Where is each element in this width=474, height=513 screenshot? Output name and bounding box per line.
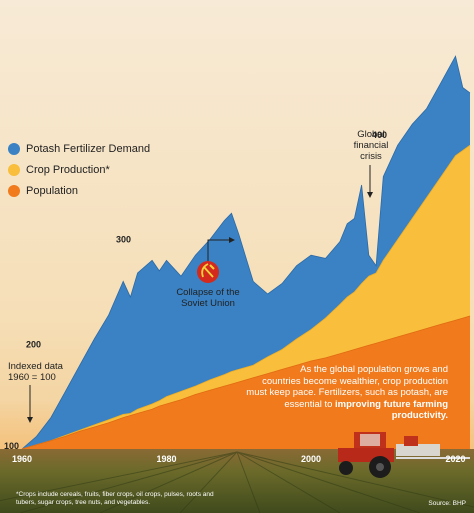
- y-tick-label: 100: [4, 441, 19, 451]
- crisis-line2: financial: [353, 140, 389, 151]
- indexed-line1: Indexed data: [8, 361, 63, 372]
- x-tick-label: 1960: [12, 454, 32, 464]
- legend-item-crop: Crop Production*: [8, 159, 150, 180]
- y-axis-ticks: 100 200 300 400: [4, 130, 387, 451]
- legend-swatch-potash: [8, 142, 20, 155]
- line-crop: [21, 144, 471, 450]
- legend-swatch-crop: [8, 163, 20, 176]
- line-potash: [21, 55, 471, 450]
- crisis-arrowhead: [367, 192, 373, 198]
- callout-line4: essential to improving future farming pr…: [228, 399, 448, 422]
- y-tick-label: 200: [26, 339, 41, 349]
- field-rows: [0, 451, 474, 513]
- soviet-annotation: Collapse of the Soviet Union: [168, 287, 248, 309]
- soviet-arrowhead: [229, 237, 235, 243]
- callout-line4-bold: improving future farming productivity.: [335, 398, 448, 422]
- crisis-line3: crisis: [360, 151, 382, 162]
- legend-item-potash: Potash Fertilizer Demand: [8, 138, 150, 159]
- callout-line4-prefix: essential to: [284, 398, 336, 410]
- line-population: [21, 315, 471, 450]
- indexed-line2: 1960 = 100: [8, 372, 56, 383]
- hammer-sickle-icon: [197, 261, 219, 283]
- tractor-image: [338, 432, 470, 478]
- soviet-line1: Collapse of the: [176, 287, 240, 298]
- callout-text: As the global population grows and count…: [228, 364, 448, 422]
- soviet-arrow: [207, 239, 232, 262]
- legend-label: Population: [26, 184, 78, 197]
- indexed-arrowhead: [27, 417, 33, 423]
- crisis-annotation: Global financial crisis: [346, 129, 396, 162]
- chart-areas: [21, 55, 471, 451]
- footnote: *Crops include cereals, fruits, fiber cr…: [16, 491, 214, 506]
- y-tick-label: 300: [116, 235, 131, 245]
- y-tick-label: 400: [372, 130, 387, 140]
- crisis-line1: Global: [357, 129, 385, 140]
- legend-swatch-population: [8, 184, 20, 197]
- callout-line1: As the global population grows and: [300, 364, 448, 375]
- x-tick-label: 1980: [157, 454, 177, 464]
- callout-line2: countries become wealthier, crop product…: [262, 375, 448, 387]
- x-tick-label: 2020: [446, 454, 466, 464]
- soviet-line2: Soviet Union: [181, 298, 235, 309]
- legend-label: Potash Fertilizer Demand: [26, 142, 151, 155]
- source: Source: BHP: [428, 500, 466, 507]
- x-tick-label: 2000: [301, 454, 321, 464]
- legend-item-population: Population: [8, 180, 150, 201]
- callout-line3: must keep pace. Fertilizers, such as pot…: [246, 387, 448, 398]
- x-axis-ticks: 1960 1980 2000 2020: [12, 454, 466, 464]
- legend-label: Crop Production*: [26, 163, 110, 176]
- field-background: [0, 449, 474, 513]
- indexed-annotation: Indexed data 1960 = 100: [8, 361, 63, 383]
- legend: Potash Fertilizer Demand Crop Production…: [8, 138, 150, 201]
- area-population: [22, 316, 470, 451]
